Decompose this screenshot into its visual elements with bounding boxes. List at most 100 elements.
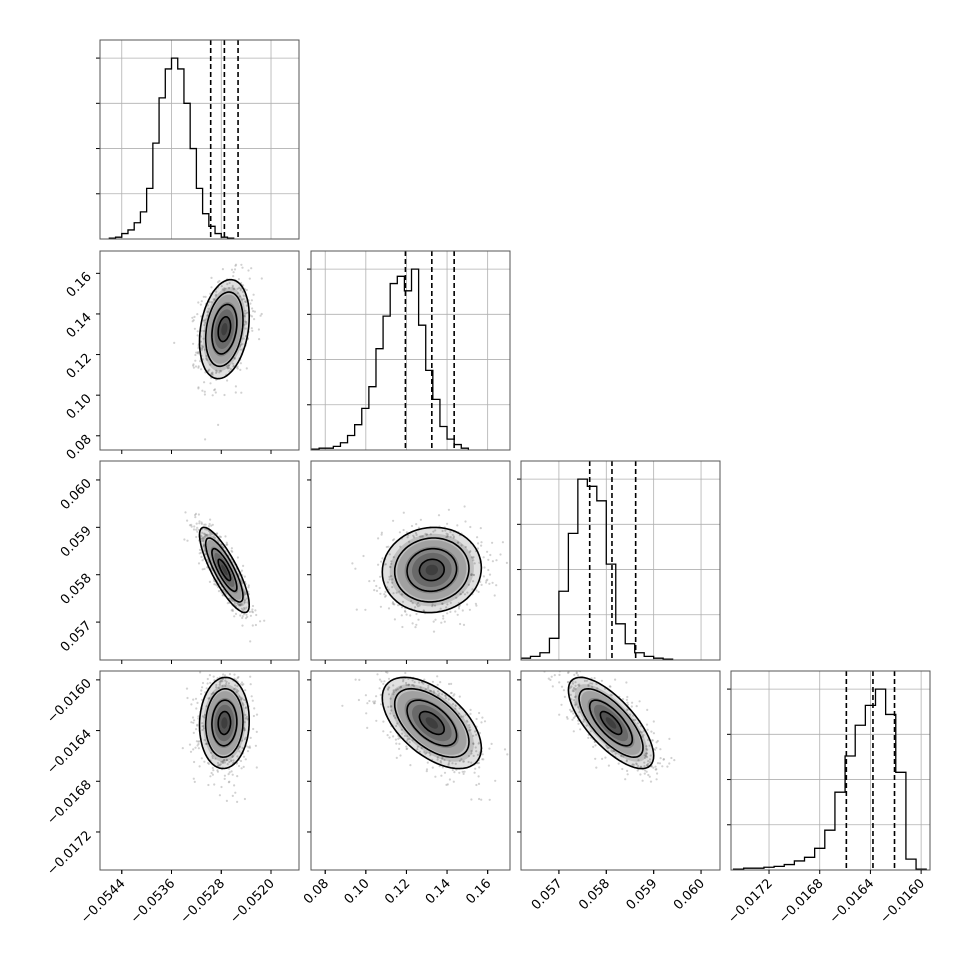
scatter-point — [405, 745, 408, 748]
scatter-point — [559, 666, 561, 668]
scatter-point — [377, 537, 380, 540]
scatter-point — [413, 685, 416, 688]
scatter-point — [392, 691, 396, 694]
scatter-point — [470, 749, 473, 753]
scatter-point — [400, 593, 403, 596]
x-tick-label: 0.12 — [382, 876, 413, 907]
scatter-point — [391, 602, 394, 605]
scatter-point — [601, 757, 604, 761]
density-fill — [425, 717, 438, 729]
scatter-point — [469, 525, 472, 529]
scatter-point — [390, 709, 393, 712]
scatter-point — [212, 655, 214, 657]
scatter-point — [240, 579, 243, 582]
scatter-point — [655, 746, 658, 750]
panel-frame — [730, 670, 931, 871]
density-fill — [199, 279, 250, 379]
scatter-point — [241, 697, 244, 700]
scatter-point — [406, 739, 409, 742]
scatter-point — [373, 589, 376, 592]
scatter-point — [397, 737, 400, 740]
scatter-point — [408, 741, 411, 744]
scatter-point — [570, 710, 573, 713]
y-tick-label: 0.14 — [64, 310, 95, 341]
scatter-point — [214, 536, 217, 539]
y-tick-label: 0.059 — [58, 524, 95, 561]
scatter-point — [203, 716, 206, 719]
scatter-point — [374, 700, 377, 703]
scatter-point — [239, 348, 243, 351]
scatter-point — [637, 764, 640, 768]
scatter-point — [207, 697, 210, 700]
x-tick-label: −0.0160 — [877, 876, 927, 926]
scatter-point — [221, 761, 224, 764]
scatter-point — [622, 755, 625, 758]
scatter-point — [244, 707, 247, 710]
scatter-point — [407, 683, 410, 686]
scatter-point — [241, 266, 244, 269]
scatter-point — [475, 750, 478, 753]
scatter-point — [224, 684, 227, 688]
scatter-point — [200, 692, 203, 696]
scatter-point — [444, 529, 447, 532]
scatter-point — [253, 318, 256, 321]
scatter-point — [242, 703, 245, 706]
scatter-point — [574, 715, 577, 718]
scatter-point — [214, 583, 217, 586]
scatter-point — [236, 800, 239, 804]
scatter-point — [242, 755, 246, 758]
scatter-point — [200, 555, 203, 559]
scatter-point — [443, 771, 447, 774]
scatter-point — [223, 758, 226, 762]
scatter-point — [235, 688, 239, 691]
scatter-point — [572, 690, 576, 693]
density-fill — [210, 302, 239, 357]
scatter-point — [192, 366, 195, 369]
scatter-point — [224, 287, 227, 290]
density-fill — [397, 691, 467, 755]
scatter-point — [241, 739, 244, 742]
scatter-point — [397, 604, 400, 607]
density-fill — [404, 697, 460, 749]
x-tick-label: 0.059 — [624, 876, 661, 913]
scatter-point — [194, 513, 197, 517]
scatter-point — [433, 604, 437, 607]
density-fill — [218, 316, 231, 342]
scatter-point — [246, 750, 250, 753]
scatter-point — [378, 678, 382, 681]
scatter-point — [389, 730, 392, 734]
scatter-point — [201, 539, 204, 542]
scatter-point — [645, 752, 648, 755]
scatter-point — [403, 609, 407, 613]
scatter-point — [239, 578, 242, 581]
scatter-point — [429, 689, 432, 692]
scatter-point — [503, 748, 507, 751]
scatter-point — [239, 343, 242, 346]
scatter-point — [238, 745, 241, 748]
scatter-point — [195, 535, 198, 539]
scatter-point — [192, 528, 196, 531]
scatter-point — [219, 535, 222, 539]
scatter-point — [249, 675, 252, 678]
scatter-point — [439, 681, 442, 684]
scatter-point — [647, 760, 650, 763]
scatter-point — [575, 703, 578, 706]
scatter-point — [439, 761, 443, 764]
panel-frame — [310, 250, 511, 451]
scatter-point — [594, 744, 597, 747]
scatter-point — [394, 738, 397, 741]
histogram-step — [311, 268, 470, 450]
scatter-point — [236, 775, 239, 778]
scatter-point — [227, 364, 230, 367]
scatter-point — [236, 365, 239, 368]
scatter-point — [395, 688, 398, 691]
contour-line — [567, 676, 655, 770]
scatter-point — [250, 267, 253, 270]
scatter-point — [550, 675, 553, 678]
scatter-point — [468, 729, 471, 732]
scatter-point — [208, 522, 211, 526]
scatter-point — [396, 688, 399, 691]
scatter-point — [245, 613, 248, 616]
scatter-point — [401, 600, 405, 603]
scatter-point — [473, 771, 476, 774]
